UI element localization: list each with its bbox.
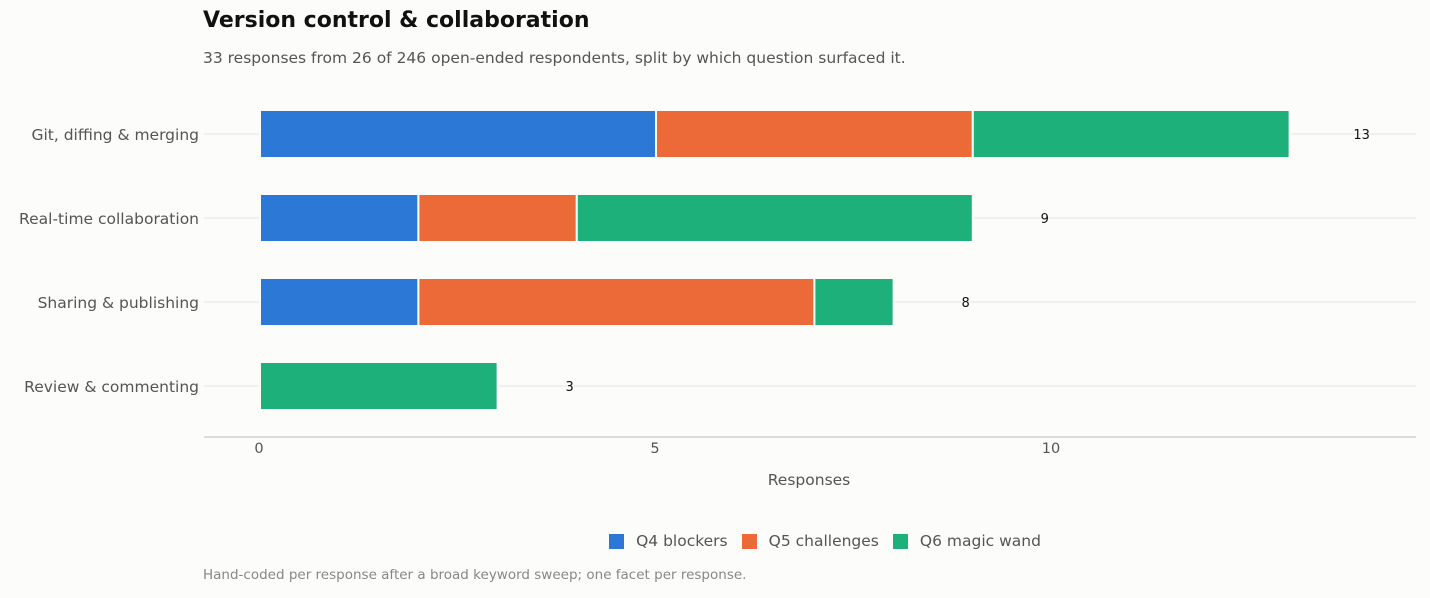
bar-segment	[417, 277, 816, 327]
bar-segment	[259, 277, 420, 327]
x-tick-label: 5	[650, 441, 659, 457]
category-label: Git, diffing & merging	[31, 126, 199, 144]
legend-item: Q6 magic wand	[892, 532, 1041, 550]
bar-segment	[417, 193, 578, 243]
legend-label: Q5 challenges	[768, 532, 879, 550]
bar-segment	[575, 193, 974, 243]
bar-segment	[259, 109, 657, 159]
bar-total-label: 3	[565, 380, 573, 395]
bar-total-label: 8	[961, 296, 969, 311]
legend-label: Q4 blockers	[636, 532, 728, 550]
bar-segment	[655, 109, 974, 159]
bar-segment	[259, 193, 420, 243]
chart-subtitle: 33 responses from 26 of 246 open-ended r…	[203, 49, 906, 67]
stacked-bar-chart: 13 Git, diffing & merging 9 Real-time colla…	[19, 109, 1416, 489]
x-tick-label: 0	[254, 441, 263, 457]
bar-segment	[259, 361, 499, 411]
category-label: Sharing & publishing	[38, 294, 199, 312]
x-axis-label: Responses	[768, 471, 851, 489]
bar-segment	[813, 277, 895, 327]
legend-item: Q4 blockers	[609, 532, 728, 550]
legend-swatch	[741, 533, 757, 549]
footnote: Hand-coded per response after a broad ke…	[203, 567, 747, 583]
legend-label: Q6 magic wand	[919, 532, 1041, 550]
legend: Q4 blockers Q5 challenges Q6 magic wand	[0, 532, 1430, 550]
bar-segment	[971, 109, 1291, 159]
legend-swatch	[892, 533, 908, 549]
x-tick-label: 10	[1042, 441, 1060, 457]
legend-swatch	[609, 533, 625, 549]
bar-total-label: 9	[1041, 212, 1049, 227]
category-label: Review & commenting	[24, 378, 199, 396]
legend-item: Q5 challenges	[741, 532, 879, 550]
category-label: Real-time collaboration	[19, 210, 199, 228]
bar-total-label: 13	[1353, 128, 1370, 143]
chart-title: Version control & collaboration	[203, 8, 590, 33]
